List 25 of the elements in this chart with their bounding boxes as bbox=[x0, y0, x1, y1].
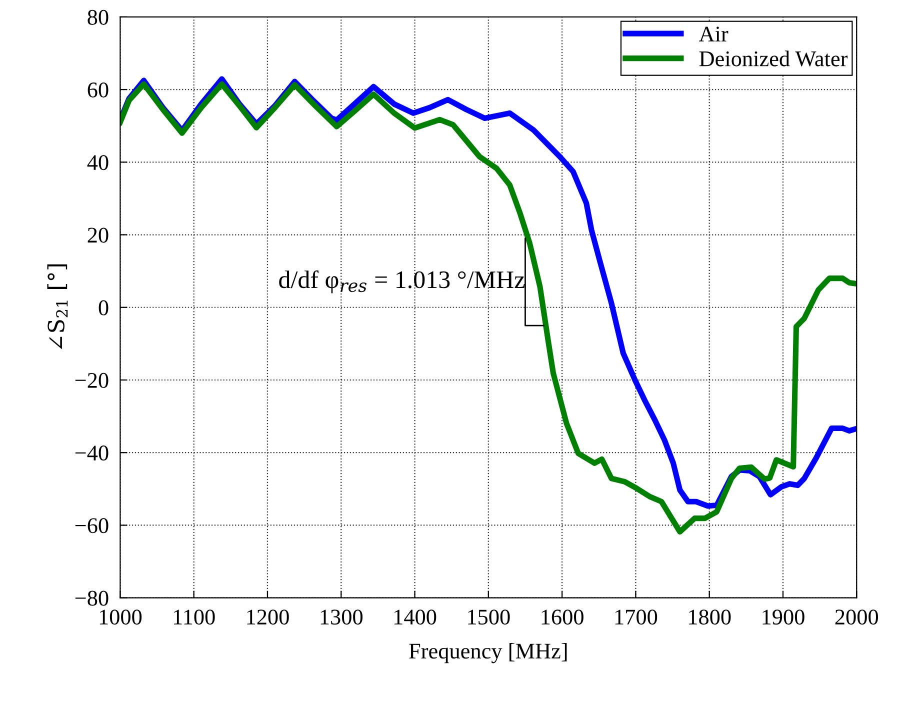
y-tick-label: 60 bbox=[88, 82, 108, 98]
x-tick-label: 1400 bbox=[394, 610, 436, 625]
y-tick-label: −60 bbox=[75, 518, 108, 534]
x-tick-label: 1100 bbox=[174, 610, 215, 625]
y-tick-label: −40 bbox=[75, 446, 108, 461]
legend-label: Deionized Water bbox=[699, 50, 848, 66]
y-tick-label: 20 bbox=[88, 228, 108, 243]
annotation: d/df φ$_{res}$ = 1.013 °/MHz bbox=[279, 270, 524, 294]
y-tick-label: 0 bbox=[98, 300, 108, 316]
y-tick-label: −20 bbox=[75, 372, 108, 388]
y-axis-title: ∠S$_{21}$ [°] bbox=[47, 264, 68, 350]
x-tick-label: 1200 bbox=[247, 610, 289, 625]
legend-label: Air bbox=[698, 26, 728, 42]
x-axis-title: Frequency [MHz] bbox=[409, 642, 567, 664]
y-tick-label: 40 bbox=[87, 155, 108, 170]
y-tick-label: −80 bbox=[75, 590, 108, 606]
x-tick-label: 1500 bbox=[468, 610, 510, 625]
x-tick-label: 1700 bbox=[615, 610, 658, 625]
x-tick-label: 1900 bbox=[762, 610, 804, 625]
x-tick-label: 1800 bbox=[689, 610, 731, 625]
x-tick-label: 1600 bbox=[542, 610, 584, 625]
x-tick-label: 2000 bbox=[835, 610, 878, 625]
x-tick-label: 1300 bbox=[320, 610, 363, 625]
x-tick-label: 1000 bbox=[100, 610, 142, 625]
y-tick-label: 80 bbox=[88, 10, 108, 25]
